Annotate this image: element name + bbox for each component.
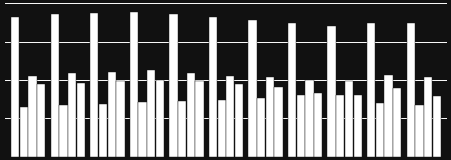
Bar — [90, 13, 98, 157]
Bar — [432, 96, 440, 157]
Bar — [169, 14, 177, 157]
Bar — [217, 100, 226, 157]
Bar — [344, 81, 352, 157]
Bar — [296, 95, 304, 157]
Bar — [366, 23, 374, 157]
Bar — [68, 73, 76, 157]
Bar — [178, 101, 186, 157]
Bar — [99, 104, 107, 157]
Bar — [353, 95, 361, 157]
Bar — [248, 20, 256, 157]
Bar — [107, 72, 115, 157]
Bar — [37, 84, 46, 157]
Bar — [423, 77, 431, 157]
Bar — [287, 23, 295, 157]
Bar — [336, 95, 344, 157]
Bar — [186, 73, 194, 157]
Bar — [195, 81, 203, 157]
Bar — [20, 107, 28, 157]
Bar — [156, 80, 164, 157]
Bar — [405, 23, 414, 157]
Bar — [147, 70, 155, 157]
Bar — [313, 93, 322, 157]
Bar — [304, 80, 313, 157]
Bar — [327, 26, 335, 157]
Bar — [265, 77, 273, 157]
Bar — [11, 17, 19, 157]
Bar — [383, 75, 392, 157]
Bar — [414, 105, 423, 157]
Bar — [59, 105, 68, 157]
Bar — [235, 84, 243, 157]
Bar — [274, 87, 282, 157]
Bar — [226, 76, 234, 157]
Bar — [208, 17, 216, 157]
Bar — [51, 14, 59, 157]
Bar — [375, 103, 383, 157]
Bar — [257, 98, 265, 157]
Bar — [138, 102, 147, 157]
Bar — [392, 88, 400, 157]
Bar — [116, 81, 124, 157]
Bar — [129, 12, 138, 157]
Bar — [28, 76, 37, 157]
Bar — [77, 83, 85, 157]
